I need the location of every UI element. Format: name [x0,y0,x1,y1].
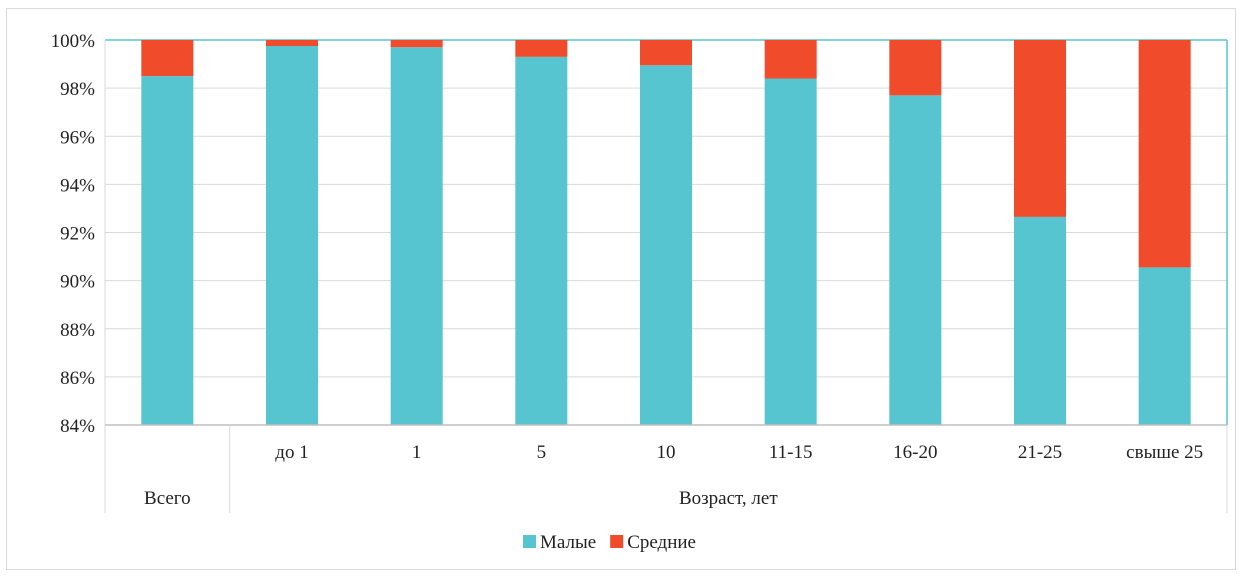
bar-segment-srednie [1014,40,1066,217]
bars [141,40,1191,425]
legend: Малые Средние [523,532,696,553]
bar-segment-srednie [515,40,568,57]
x-tick-label: свыше 25 [1126,442,1203,463]
y-tick-label: 86% [60,368,95,389]
bar-segment-malye [1138,267,1191,425]
legend-label-malye: Малые [540,532,596,553]
x-tick-label: 16-20 [893,442,937,463]
bar-segment-malye [515,56,568,425]
bar-segment-malye [390,47,443,425]
bar-segment-malye [141,76,194,425]
x-tick-label: до 1 [275,442,308,463]
bar-segment-srednie [390,40,443,48]
bar-segment-srednie [141,40,194,77]
bar-segment-srednie [640,40,692,66]
x-axis: до 1 1 5 10 11-15 16-20 21-25 свыше 25 Всего Возр… [104,424,1228,513]
legend-label-srednie: Средние [627,532,696,553]
y-tick-label: 88% [60,320,95,341]
y-axis: 84% 86% 88% 90% 92% 94% 96% 98% 100% [51,31,96,437]
y-tick-label: 98% [60,79,95,100]
x-group-label: Всего [144,488,191,509]
y-tick-label: 90% [60,272,95,293]
bar-segment-malye [764,78,817,425]
bar-segment-srednie [764,40,817,79]
y-tick-label: 84% [60,416,95,437]
bar-segment-malye [1014,216,1066,425]
legend-swatch-malye [523,535,536,548]
x-tick-label: 5 [537,442,547,463]
legend-swatch-srednie [610,535,624,548]
bar-segment-malye [889,95,942,425]
x-tick-label: 10 [657,442,676,463]
bar-segment-malye [640,65,692,425]
x-tick-label: 21-25 [1018,442,1062,463]
y-tick-label: 94% [60,175,95,196]
bar-segment-srednie [266,40,318,47]
y-tick-label: 92% [60,224,95,245]
bar-segment-srednie [1138,40,1191,268]
y-tick-label: 96% [60,127,95,148]
x-tick-label: 11-15 [769,442,813,463]
x-group-label: Возраст, лет [679,488,778,509]
bar-segment-malye [266,46,318,425]
y-tick-label: 100% [51,31,96,52]
bar-segment-srednie [889,40,942,96]
x-tick-label: 1 [412,442,422,463]
